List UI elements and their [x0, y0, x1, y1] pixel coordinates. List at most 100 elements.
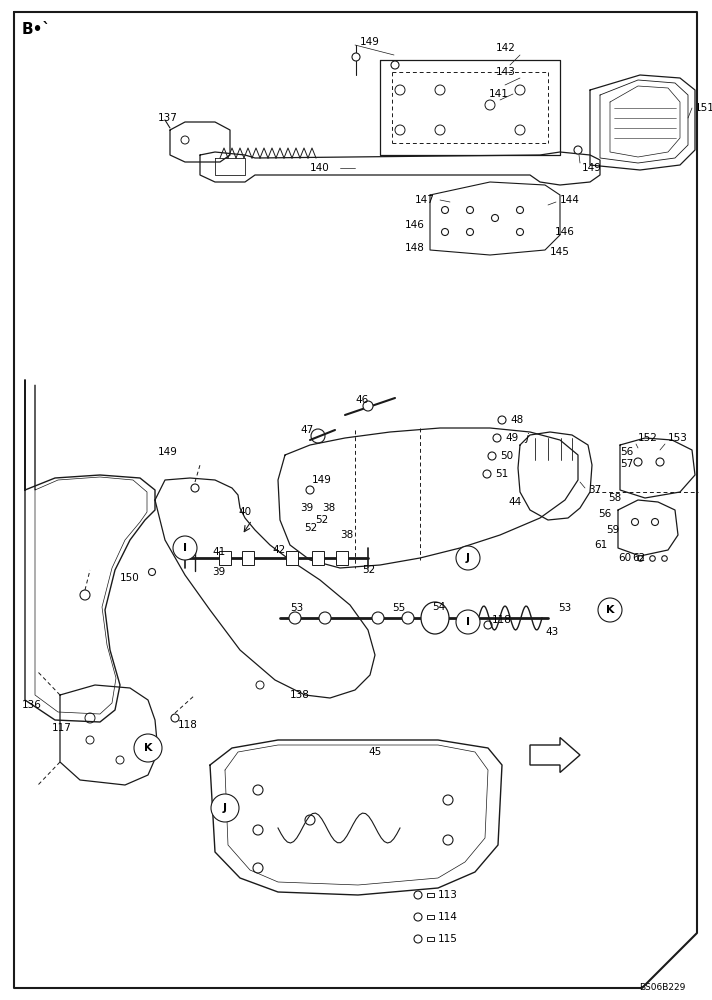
Circle shape — [598, 598, 622, 622]
Text: 37: 37 — [588, 485, 601, 495]
Text: 137: 137 — [158, 113, 178, 123]
Bar — [426, 915, 434, 919]
Circle shape — [363, 401, 373, 411]
Text: 45: 45 — [368, 747, 381, 757]
Circle shape — [289, 612, 301, 624]
Text: 56: 56 — [620, 447, 633, 457]
Text: 40: 40 — [238, 507, 251, 517]
Text: 59: 59 — [606, 525, 619, 535]
Ellipse shape — [421, 602, 449, 634]
Text: 152: 152 — [638, 433, 658, 443]
Text: 142: 142 — [496, 43, 516, 53]
Text: 136: 136 — [22, 700, 42, 710]
Text: 53: 53 — [290, 603, 303, 613]
Text: 145: 145 — [550, 247, 570, 257]
Circle shape — [352, 53, 360, 61]
Circle shape — [372, 612, 384, 624]
Circle shape — [516, 229, 523, 235]
Text: 52: 52 — [362, 565, 375, 575]
Bar — [336, 551, 348, 565]
Text: 144: 144 — [560, 195, 580, 205]
Bar — [312, 551, 324, 565]
Text: 151: 151 — [695, 103, 712, 113]
FancyArrow shape — [530, 738, 580, 772]
Text: 146: 146 — [405, 220, 425, 230]
Text: 153: 153 — [668, 433, 688, 443]
Circle shape — [493, 434, 501, 442]
Text: 39: 39 — [212, 567, 225, 577]
Text: 41: 41 — [212, 547, 225, 557]
Circle shape — [651, 518, 659, 526]
Circle shape — [516, 207, 523, 214]
Circle shape — [491, 215, 498, 222]
Text: B•`: B•` — [22, 22, 51, 37]
Text: 55: 55 — [392, 603, 405, 613]
Circle shape — [211, 794, 239, 822]
Circle shape — [149, 568, 155, 576]
Text: 43: 43 — [545, 627, 558, 637]
Circle shape — [574, 146, 582, 154]
Text: 138: 138 — [290, 690, 310, 700]
Text: 58: 58 — [608, 493, 622, 503]
Text: I: I — [466, 617, 470, 627]
Text: K: K — [144, 743, 152, 753]
Bar — [426, 937, 434, 941]
Text: 54: 54 — [432, 602, 445, 612]
Text: 47: 47 — [300, 425, 313, 435]
Text: 53: 53 — [558, 603, 571, 613]
Circle shape — [191, 484, 199, 492]
Text: 49: 49 — [505, 433, 518, 443]
Text: 50: 50 — [500, 451, 513, 461]
Text: 115: 115 — [438, 934, 458, 944]
Text: 148: 148 — [405, 243, 425, 253]
Circle shape — [306, 486, 314, 494]
Bar — [426, 893, 434, 897]
Text: 150: 150 — [120, 573, 140, 583]
Text: 140: 140 — [310, 163, 330, 173]
Text: J: J — [466, 553, 470, 563]
Text: 117: 117 — [52, 723, 72, 733]
Text: 44: 44 — [508, 497, 521, 507]
Text: j: j — [525, 433, 528, 443]
Text: 62: 62 — [632, 553, 645, 563]
Text: 51: 51 — [495, 469, 508, 479]
Text: 61: 61 — [594, 540, 607, 550]
Text: 56: 56 — [598, 509, 611, 519]
Circle shape — [656, 458, 664, 466]
Text: 118: 118 — [492, 615, 512, 625]
Bar — [219, 551, 231, 565]
Text: 149: 149 — [158, 447, 178, 457]
Circle shape — [488, 452, 496, 460]
Text: 146: 146 — [555, 227, 575, 237]
Text: 149: 149 — [360, 37, 380, 47]
Circle shape — [483, 470, 491, 478]
Text: 57: 57 — [620, 459, 633, 469]
Circle shape — [498, 416, 506, 424]
Text: 147: 147 — [415, 195, 435, 205]
Text: 39: 39 — [300, 503, 313, 513]
Text: 52: 52 — [304, 523, 318, 533]
Text: 38: 38 — [340, 530, 353, 540]
Text: 149: 149 — [582, 163, 602, 173]
Circle shape — [466, 229, 473, 235]
Text: 60: 60 — [618, 553, 631, 563]
Circle shape — [484, 621, 492, 629]
Circle shape — [632, 518, 639, 526]
Circle shape — [173, 536, 197, 560]
Text: 143: 143 — [496, 67, 516, 77]
Text: K: K — [606, 605, 614, 615]
Circle shape — [402, 612, 414, 624]
Circle shape — [134, 734, 162, 762]
Circle shape — [80, 590, 90, 600]
Circle shape — [414, 913, 422, 921]
Bar — [242, 551, 254, 565]
Circle shape — [319, 612, 331, 624]
Text: J: J — [223, 803, 227, 813]
Text: 141: 141 — [489, 89, 509, 99]
Bar — [286, 551, 298, 565]
Circle shape — [171, 714, 179, 722]
Text: 52: 52 — [315, 515, 328, 525]
Text: 113: 113 — [438, 890, 458, 900]
Text: 38: 38 — [322, 503, 335, 513]
Circle shape — [466, 207, 473, 214]
